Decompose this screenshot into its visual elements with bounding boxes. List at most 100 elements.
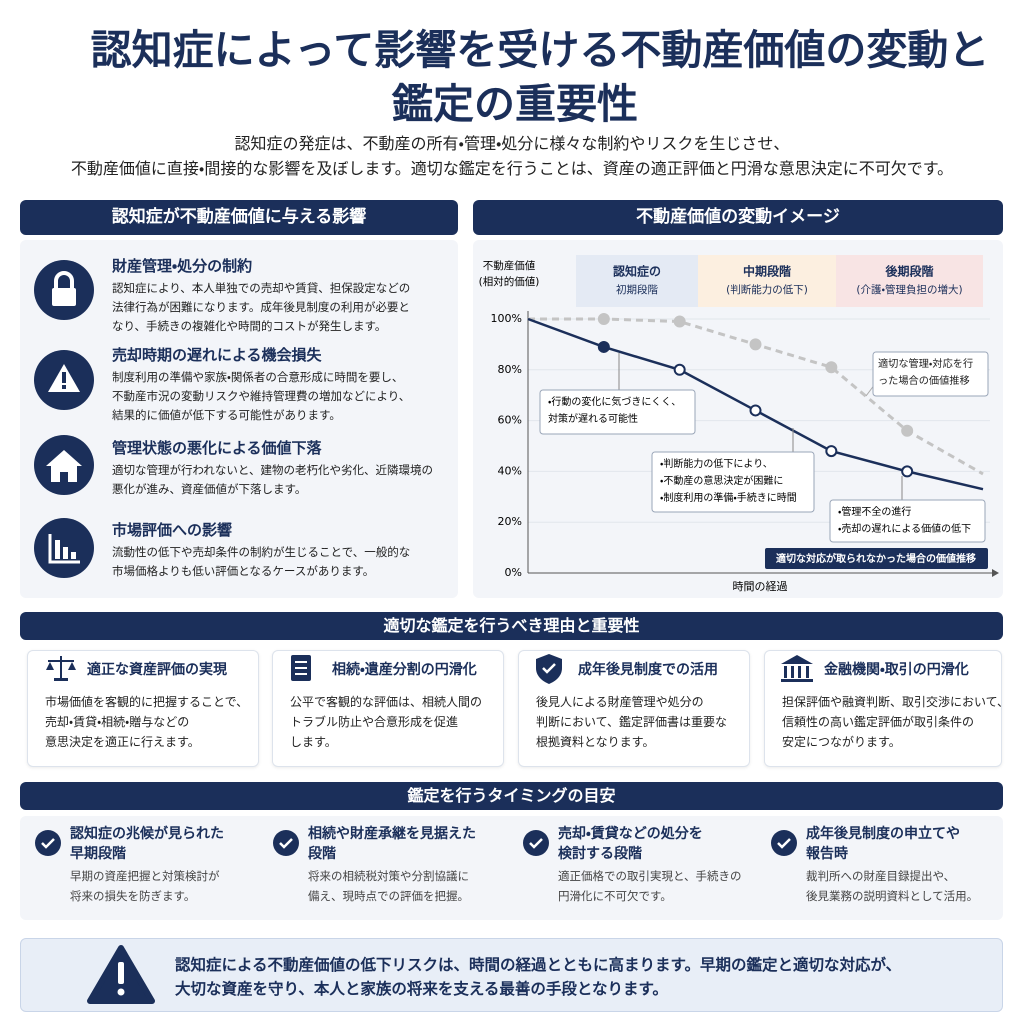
check-icon	[523, 830, 549, 856]
data-point	[597, 340, 610, 353]
callout-box	[651, 451, 815, 513]
card-text: 売却・賃貸・相続・贈与などの	[45, 715, 190, 729]
y-tick-label: 20%	[498, 515, 522, 528]
timing-title: 段階	[308, 846, 336, 862]
card-text: 信頼性の高い鑑定評価が取引条件の	[782, 715, 975, 729]
timing-text: 備え、現時点での評価を把握。	[308, 889, 469, 903]
card-title: 適正な資産評価の実現	[87, 662, 227, 678]
callout-text: ・売却の遅れによる価値の低下	[838, 522, 971, 535]
timing-text: 適正価格での取引実現と、手続きの	[558, 869, 742, 883]
card-title: 金融機関・取引の円滑化	[824, 662, 969, 678]
reason-card	[27, 650, 259, 767]
section-heading: 鑑定を行うタイミングの目安	[20, 782, 1003, 810]
callout-text: ・管理不全の進行	[838, 505, 911, 518]
card-text: します。	[290, 735, 337, 749]
callout-text: ・制度利用の準備・手続きに時間	[660, 491, 797, 504]
phase-label: 後期段階	[884, 264, 933, 279]
phase-band	[836, 255, 983, 307]
timing-text: 将来の損失を防ぎます。	[70, 889, 196, 903]
x-axis-arrow	[992, 569, 999, 577]
check-circle	[523, 830, 549, 856]
item-text: 法律行為が困難になります。成年後見制度の利用が必要と	[112, 300, 410, 314]
phase-label: 初期段階	[616, 283, 658, 296]
y-tick-label: 0%	[505, 566, 522, 579]
series-label-wrap: 適切な管理・対応を行った場合の価値推移	[878, 359, 974, 387]
item-title: 財産管理・処分の制約	[112, 257, 253, 275]
subtitle-line: 認知症の発症は、不動産の所有・管理・処分に様々な制約やリスクを生じさせ、	[234, 134, 790, 153]
item-title: 市場評価への影響	[112, 521, 233, 539]
footer-line: 大切な資産を守り、本人と家族の将来を支える最善の手段となります。	[175, 980, 668, 998]
timing-text: 裁判所への財産目録提出や、	[806, 869, 956, 883]
data-point	[901, 424, 914, 437]
check-icon	[771, 830, 797, 856]
y-tick-label: 60%	[498, 414, 522, 427]
check-circle	[273, 830, 299, 856]
card-text: 判断において、鑑定評価書は重要な	[536, 715, 728, 729]
card-text: 公平で客観的な評価は、相続人間の	[290, 695, 483, 709]
card-title: 成年後見制度での活用	[578, 662, 718, 678]
callout-text: ・判断能力の低下により、	[660, 457, 773, 470]
series-label-box	[872, 351, 989, 397]
y-tick-label: 100%	[491, 312, 522, 325]
timing-text: 後見業務の説明資料として活用。	[806, 889, 979, 903]
icon	[781, 655, 813, 682]
callout-box	[539, 389, 696, 435]
series-label: 適切な管理・対応を行った場合の価値推移	[878, 359, 974, 387]
timing-title: 早期段階	[70, 846, 126, 862]
callout-text: 対策が遅れる可能性	[548, 412, 638, 425]
reason-card	[764, 650, 1002, 767]
data-point	[673, 315, 686, 328]
card-text: トラブル防止や合意形成を促進	[290, 715, 459, 729]
icon	[87, 945, 155, 1004]
data-point	[749, 338, 762, 351]
series-label-box	[765, 548, 988, 569]
callout-box	[829, 499, 986, 543]
card-text: 意思決定を適正に行えます。	[45, 735, 200, 749]
timing-title: 成年後見制度の申立てや	[806, 826, 960, 842]
icon	[34, 435, 94, 495]
section-heading: 不動産価値の変動イメージ	[473, 200, 1003, 235]
footer-line: 認知症による不動産価値の低下リスクは、時間の経過とともに高まります。早期の鑑定と…	[175, 956, 902, 974]
item-text: 不動産市況の変動リスクや維持管理費の増加などにより、	[112, 389, 411, 403]
timing-panel	[20, 816, 1003, 920]
data-point	[825, 361, 838, 374]
card-title: 相続・遺産分割の円滑化	[332, 662, 477, 678]
section-heading: 適切な鑑定を行うべき理由と重要性	[20, 612, 1003, 640]
data-point	[825, 445, 838, 458]
y-axis-label: 不動産価値	[483, 259, 536, 272]
item-text: 認知症により、本人単独での売却や賃貸、担保設定などの	[112, 281, 411, 295]
callout-text: ・不動産の意思決定が困難に	[660, 474, 783, 487]
card-text: 担保評価や融資判断、取引交渉において、	[782, 695, 1010, 709]
phase-band	[698, 255, 836, 307]
item-text: 結果的に価値が低下する可能性があります。	[112, 408, 341, 422]
item-text: 市場価格よりも低い評価となるケースがあります。	[112, 564, 375, 578]
icon	[34, 350, 94, 410]
timing-title: 売却・賃貸などの処分を	[558, 826, 703, 842]
timing-text: 将来の相続税対策や分割協議に	[308, 869, 469, 883]
item-text: 悪化が進み、資産価値が下落します。	[112, 482, 307, 496]
icon	[34, 260, 94, 320]
y-tick-label: 80%	[498, 363, 522, 376]
card-text: 安定につながります。	[782, 735, 901, 749]
series-label: 適切な対応が取られなかった場合の価値推移	[776, 552, 976, 565]
item-text: 制度利用の準備や家族・関係者の合意形成に時間を要し、	[112, 370, 404, 384]
item-title: 管理状態の悪化による価値下落	[112, 439, 322, 457]
footer-box	[20, 938, 1003, 1012]
phase-label: 中期段階	[743, 264, 791, 279]
data-point	[673, 363, 686, 376]
item-text: なり、手続きの複雑化や時間的コストが発生します。	[112, 319, 387, 333]
check-mark	[777, 838, 791, 849]
y-axis-label: (相対的価値)	[479, 275, 540, 288]
card-text: 市場価値を客観的に把握することで、	[45, 695, 249, 709]
check-icon	[35, 830, 61, 856]
check-circle	[771, 830, 797, 856]
icon	[536, 654, 562, 684]
card-text: 根拠資料となります。	[536, 735, 655, 749]
check-circle	[35, 830, 61, 856]
icon	[291, 655, 311, 681]
icon	[46, 656, 76, 681]
check-mark	[279, 838, 293, 849]
y-tick-label: 40%	[498, 464, 522, 477]
